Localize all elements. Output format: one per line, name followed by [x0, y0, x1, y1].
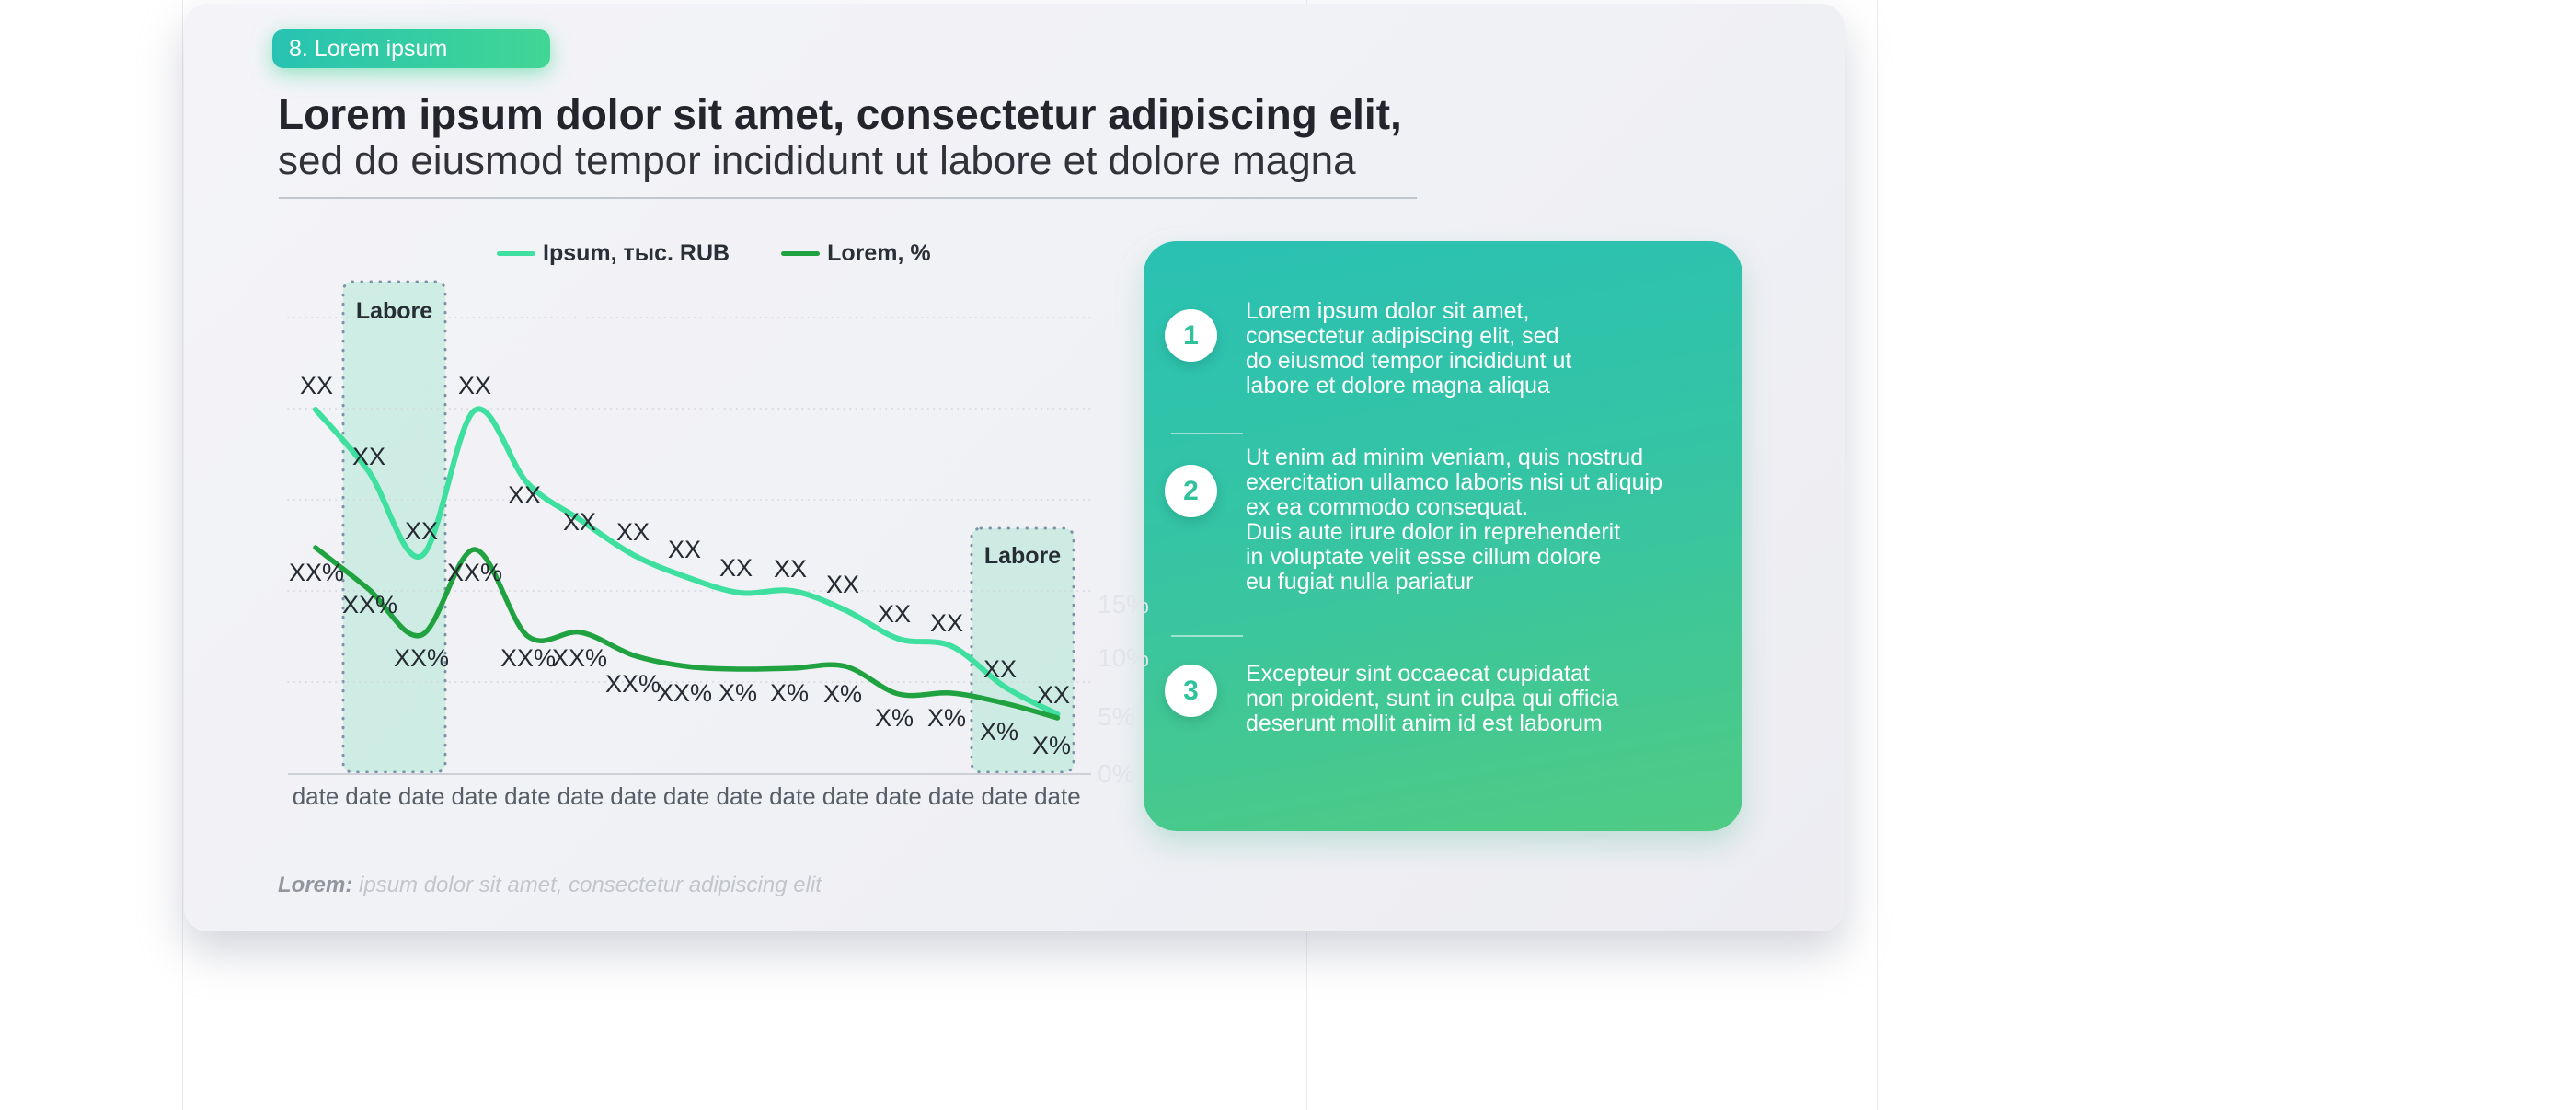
key-points-panel: 1 Lorem ipsum dolor sit amet, consectetur … — [1144, 241, 1742, 831]
title-divider — [279, 197, 1417, 199]
key-point-line: deserunt mollit anim id est laborum — [1246, 711, 1603, 736]
section-badge-label: 8. Lorem ipsum — [289, 36, 448, 62]
step-number-badge: 2 — [1165, 465, 1217, 517]
key-point-text: Ut enim ad minim veniam, quis nostrud exe… — [1246, 445, 1662, 595]
footnote-text: ipsum dolor sit amet, consectetur adipis… — [359, 873, 822, 897]
panel-divider — [1171, 433, 1243, 434]
section-badge: 8. Lorem ipsum — [272, 29, 550, 68]
footnote: Lorem: ipsum dolor sit amet, consectetur… — [278, 873, 822, 898]
background-grid-line — [182, 0, 183, 1110]
step-number: 2 — [1183, 475, 1199, 506]
key-point-line: do eiusmod tempor incididunt ut — [1246, 348, 1572, 374]
key-point-line: exercitation ullamco laboris nisi ut ali… — [1246, 469, 1663, 495]
footnote-prefix: Lorem: — [278, 873, 353, 897]
key-point-text: Lorem ipsum dolor sit amet, consectetur a… — [1246, 299, 1571, 399]
key-point-line: in voluptate velit esse cillum dolore — [1246, 544, 1602, 570]
slide-subtitle: sed do eiusmod tempor incididunt ut labo… — [278, 138, 1356, 183]
step-number: 1 — [1183, 319, 1199, 351]
key-point-line: non proident, sunt in culpa qui officia — [1246, 686, 1619, 711]
slide-card: 8. Lorem ipsum Lorem ipsum dolor sit ame… — [184, 4, 1845, 931]
chart-legend: Ipsum, тыс. RUB Lorem, % — [497, 240, 931, 267]
key-point-line: Duis aute irure dolor in reprehenderit — [1246, 519, 1621, 545]
step-number-badge: 1 — [1165, 309, 1217, 362]
key-point-line: eu fugiat nulla pariatur — [1246, 569, 1474, 595]
key-point-line: Lorem ipsum dolor sit amet, — [1246, 298, 1530, 324]
key-point-line: Ut enim ad minim veniam, quis nostrud — [1246, 445, 1644, 470]
step-number: 3 — [1183, 675, 1199, 706]
key-point-line: ex ea commodo consequat. — [1246, 494, 1529, 520]
legend-item: Ipsum, тыс. RUB — [497, 240, 730, 267]
key-point-line: consectetur adipiscing elit, sed — [1246, 323, 1559, 349]
legend-line-swatch — [497, 251, 535, 256]
legend-label: Ipsum, тыс. RUB — [543, 240, 730, 266]
step-number-badge: 3 — [1165, 665, 1217, 717]
legend-item: Lorem, % — [781, 240, 931, 267]
key-point-line: labore et dolore magna aliqua — [1246, 373, 1550, 399]
panel-divider — [1171, 635, 1243, 637]
legend-label: Lorem, % — [827, 240, 931, 266]
background-grid-line — [1877, 0, 1878, 1110]
slide-title: Lorem ipsum dolor sit amet, consectetur … — [278, 90, 1402, 138]
key-point-line: Excepteur sint occaecat cupidatat — [1246, 661, 1590, 687]
key-point-text: Excepteur sint occaecat cupidatat non pro… — [1246, 662, 1618, 736]
legend-line-swatch — [781, 251, 821, 256]
